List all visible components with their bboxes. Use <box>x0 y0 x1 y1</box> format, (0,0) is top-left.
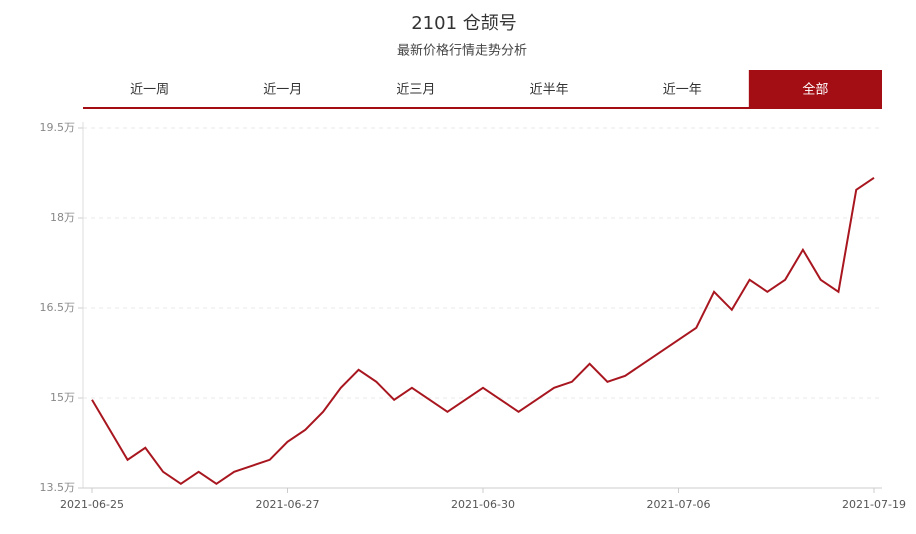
y-tick-label: 13.5万 <box>40 481 76 494</box>
y-tick-label: 16.5万 <box>40 301 76 314</box>
tab[interactable]: 近一周 <box>130 83 169 98</box>
tab[interactable]: 近半年 <box>530 83 569 98</box>
x-tick-label: 2021-06-25 <box>60 498 124 511</box>
tab[interactable]: 近一年 <box>663 83 702 98</box>
x-tick-label: 2021-07-19 <box>842 498 906 511</box>
price-line <box>91 176 875 486</box>
x-tick-label: 2021-06-27 <box>256 498 320 511</box>
tab-active-bg <box>748 70 882 108</box>
y-tick-label: 18万 <box>50 211 75 224</box>
y-tick-label: 19.5万 <box>40 121 76 134</box>
x-tick-label: 2021-07-06 <box>647 498 711 511</box>
y-tick-label: 15万 <box>50 391 75 404</box>
tab[interactable]: 全部 <box>802 82 828 98</box>
tab[interactable]: 近一月 <box>263 83 302 98</box>
x-tick-label: 2021-06-30 <box>451 498 515 511</box>
title: 2101 仓颉号 <box>411 13 517 34</box>
subtitle: 最新价格行情走势分析 <box>397 43 527 59</box>
tab[interactable]: 近三月 <box>396 83 435 98</box>
